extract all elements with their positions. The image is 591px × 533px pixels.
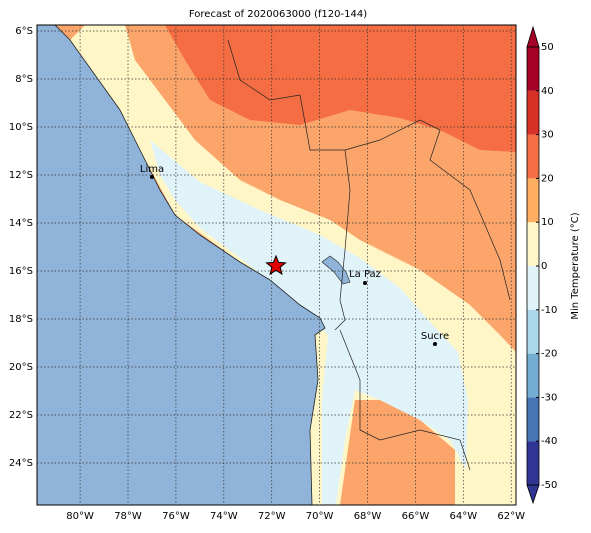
lon-tick-label: 76°W: [162, 511, 190, 522]
lat-tick-label: 6°S: [15, 26, 33, 37]
border: [344, 119, 511, 301]
lat-tick-label: 22°S: [9, 410, 33, 421]
colorbar-band: [527, 266, 539, 310]
star-marker: [265, 254, 287, 276]
lat-tick-label: 16°S: [9, 266, 33, 277]
lat-tick-label: 18°S: [9, 314, 33, 325]
colorbar-band: [527, 178, 539, 223]
map-frame: [36, 24, 517, 506]
colorbar-band: [527, 441, 539, 485]
colorbar-extend: [526, 484, 540, 505]
lon-tick-label: 72°W: [258, 511, 286, 522]
lon-tick-label: 62°W: [497, 511, 525, 522]
colorbar-tick-label: 40: [541, 86, 554, 97]
colorbar-extend: [526, 25, 540, 48]
colorbar-label: Min Temperature (°C): [570, 212, 581, 319]
city-label: La Paz: [349, 269, 381, 280]
colorbar-tick-label: 50: [541, 42, 554, 53]
colorbar-band: [527, 134, 539, 179]
colorbar-tick-label: -20: [541, 349, 557, 360]
lon-tick-label: 68°W: [354, 511, 382, 522]
colorbar-tick-label: 30: [541, 130, 554, 141]
lon-tick-label: 64°W: [449, 511, 477, 522]
colorbar-tick-label: -30: [541, 392, 557, 403]
lat-tick-label: 12°S: [9, 170, 33, 181]
colorbar-band: [527, 353, 539, 398]
lat-tick-label: 8°S: [15, 74, 33, 85]
lon-tick-label: 80°W: [66, 511, 94, 522]
colorbar-tick-label: -10: [541, 305, 557, 316]
colorbar-tick-label: 10: [541, 217, 554, 228]
lon-tick-label: 74°W: [210, 511, 238, 522]
colorbar-tick-label: -50: [541, 480, 557, 491]
colorbar-band: [527, 397, 539, 442]
colorbar-tick-label: 0: [541, 261, 547, 272]
colorbar: -50 -40 -30 -20 -10 0 10 20 30 40 50: [526, 25, 557, 505]
title: Forecast of 2020063000 (f120-144): [189, 9, 367, 20]
lake: [321, 255, 351, 285]
city-label: Lima: [140, 164, 164, 175]
border: [339, 329, 471, 471]
zone-cool: [150, 140, 468, 505]
city-dot: [433, 342, 437, 346]
colorbar-band: [527, 222, 539, 266]
colorbar-band: [527, 47, 539, 91]
map: Lima La Paz Sucre: [36, 24, 517, 506]
lat-tick-label: 10°S: [9, 122, 33, 133]
colorbar-band: [527, 90, 539, 135]
lon-tick-label: 70°W: [306, 511, 334, 522]
colorbar-band: [527, 309, 539, 354]
city-label: Sucre: [421, 331, 449, 342]
zone-hot: [165, 25, 516, 152]
colorbar-tick-label: -40: [541, 436, 557, 447]
colorbar-tick-label: 20: [541, 173, 554, 184]
lat-tick-label: 24°S: [9, 458, 33, 469]
lat-tick-label: 20°S: [9, 362, 33, 373]
city-dot: [150, 175, 154, 179]
lon-tick-label: 66°W: [402, 511, 430, 522]
city-dot: [363, 281, 367, 285]
lon-tick-label: 78°W: [114, 511, 142, 522]
lat-tick-label: 14°S: [9, 218, 33, 229]
